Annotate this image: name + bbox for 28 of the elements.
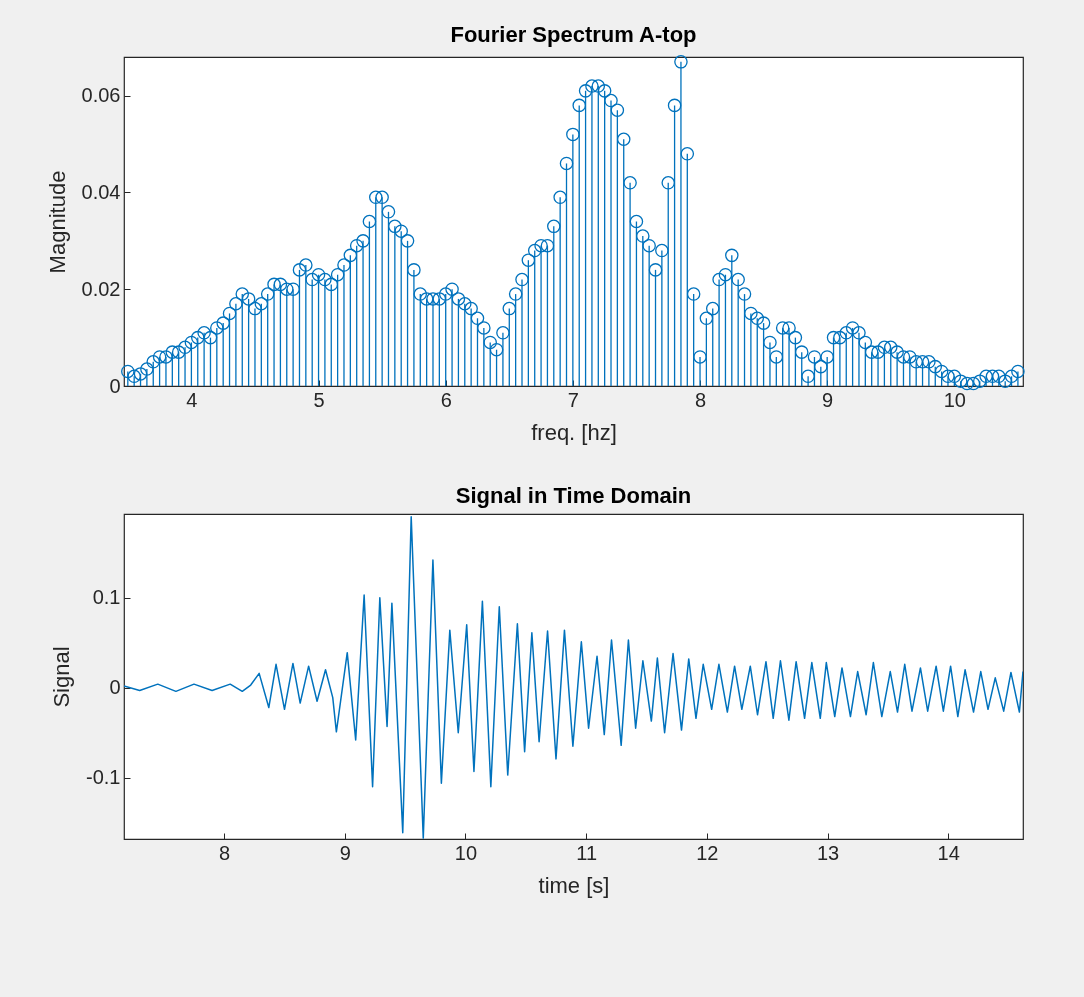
x-tick-label: 8 bbox=[219, 841, 231, 864]
x-tick-label: 13 bbox=[816, 841, 840, 864]
x-tick-label: 7 bbox=[567, 388, 579, 411]
y-tick-label: 0 bbox=[109, 676, 121, 699]
x-tick-label: 12 bbox=[696, 841, 719, 864]
x-tick-label: 4 bbox=[186, 388, 198, 411]
x-tick-label: 5 bbox=[313, 388, 325, 411]
x-tick-label: 11 bbox=[576, 841, 598, 864]
y-tick-label: 0.06 bbox=[81, 84, 121, 107]
x-axis-title: time [s] bbox=[538, 872, 610, 898]
x-axis-title: freq. [hz] bbox=[531, 419, 617, 445]
x-tick-label: 14 bbox=[937, 841, 960, 864]
x-tick-label: 6 bbox=[440, 388, 452, 411]
y-tick-label: 0.02 bbox=[81, 277, 121, 300]
x-tick-label: 9 bbox=[822, 388, 834, 411]
x-tick-label: 8 bbox=[694, 388, 707, 411]
line-series bbox=[124, 515, 1023, 839]
x-tick-label: 10 bbox=[943, 388, 966, 411]
y-tick-label: 0.1 bbox=[92, 586, 121, 609]
y-axis-title: Magnitude bbox=[44, 170, 70, 274]
y-axis-title: Signal bbox=[49, 646, 75, 708]
x-tick-label: 10 bbox=[454, 841, 478, 864]
chart-title: Signal in Time Domain bbox=[455, 483, 692, 508]
y-tick-label: 0.04 bbox=[81, 180, 121, 203]
x-tick-label: 9 bbox=[339, 841, 351, 864]
y-tick-label: -0.1 bbox=[86, 766, 121, 789]
y-tick-label: 0 bbox=[109, 374, 121, 397]
chart-title: Fourier Spectrum A-top bbox=[450, 22, 697, 48]
